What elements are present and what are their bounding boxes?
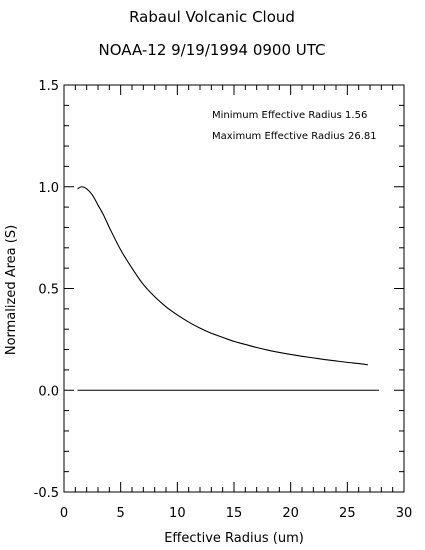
x-axis-label: Effective Radius (um) [164, 531, 304, 546]
annotation-min-radius: Minimum Effective Radius 1.56 [212, 110, 367, 121]
y-axis-ticks [64, 84, 404, 493]
y-tick-label: 1.0 [38, 181, 59, 196]
x-tick-label: 15 [226, 506, 243, 521]
y-tick-label: 0.0 [38, 384, 59, 399]
x-tick-label: 5 [117, 506, 125, 521]
y-tick-label: 0.5 [38, 283, 59, 298]
plot-frame [63, 84, 405, 493]
y-axis-tick-labels: -0.5 0.0 0.5 1.0 1.5 [34, 79, 59, 501]
area-curve-line [77, 186, 368, 366]
chart-title: Rabaul Volcanic Cloud [129, 8, 295, 26]
chart-subtitle: NOAA-12 9/19/1994 0900 UTC [99, 41, 326, 59]
y-tick-label: -0.5 [34, 486, 59, 501]
x-tick-label: 25 [339, 506, 356, 521]
x-tick-label: 20 [282, 506, 299, 521]
x-tick-label: 0 [60, 506, 68, 521]
annotation-max-radius: Maximum Effective Radius 26.81 [212, 131, 377, 142]
x-axis-tick-labels: 0 5 10 15 20 25 30 [60, 506, 412, 521]
x-tick-label: 10 [169, 506, 186, 521]
x-tick-label: 30 [396, 506, 413, 521]
x-axis-ticks [63, 85, 405, 492]
y-tick-label: 1.5 [38, 79, 59, 94]
y-axis-label: Normalized Area (S) [4, 225, 19, 355]
